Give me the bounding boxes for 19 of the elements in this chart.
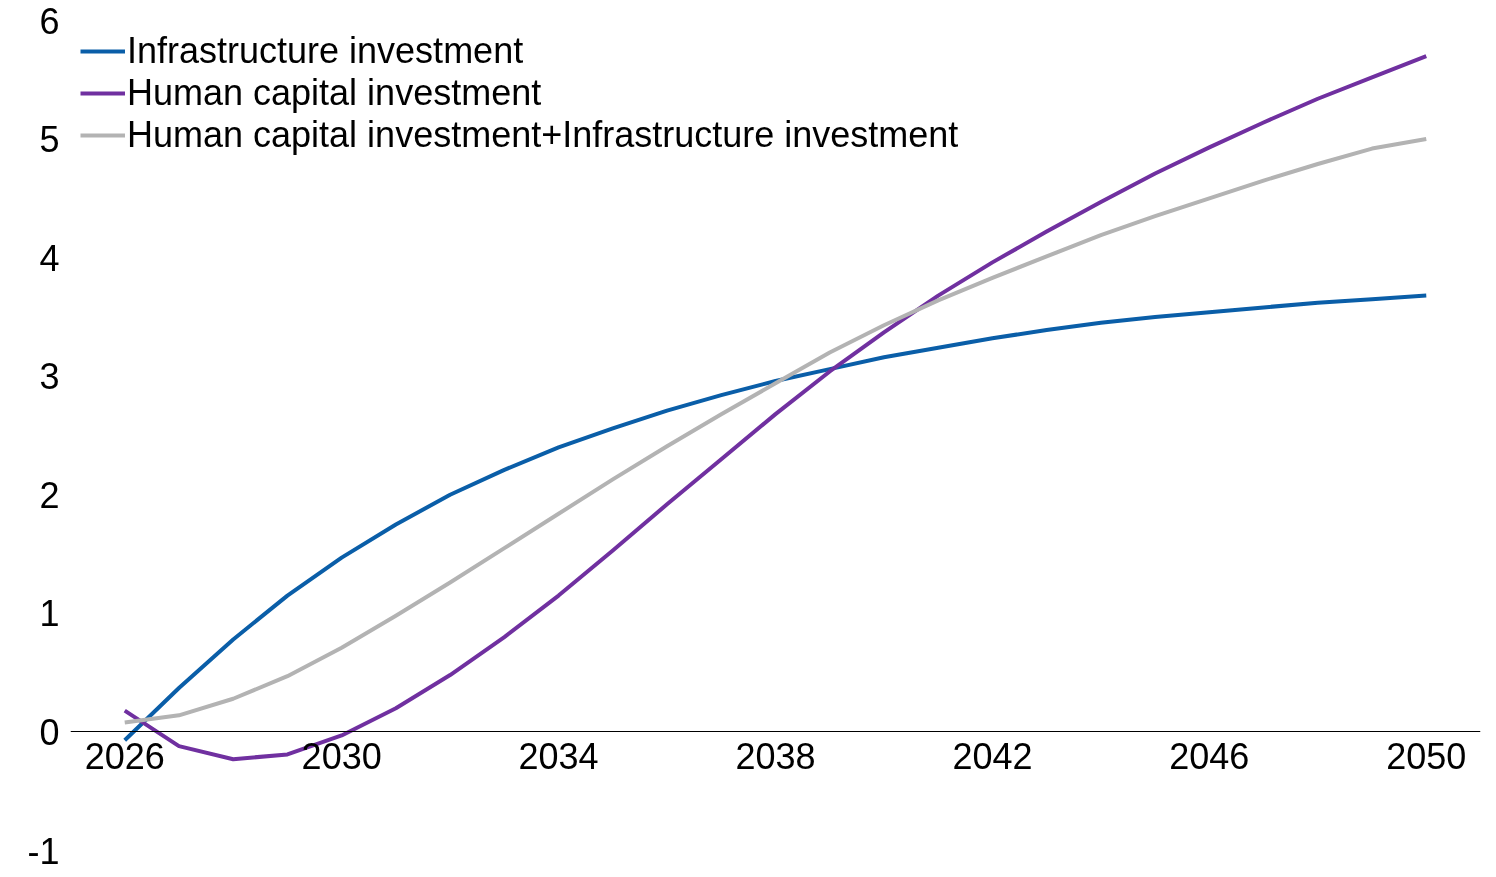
legend-label: Human capital investment <box>127 72 542 114</box>
y-tick-label: 6 <box>39 0 60 42</box>
legend-label: Infrastructure investment <box>127 30 524 72</box>
y-tick-label: 3 <box>39 356 60 398</box>
y-tick-label: 2 <box>39 474 60 516</box>
y-tick-label: 4 <box>39 237 60 279</box>
x-tick-label: 2038 <box>735 735 816 777</box>
x-tick-label: 2050 <box>1386 735 1467 777</box>
x-tick-label: 2046 <box>1169 735 1250 777</box>
legend-label: Human capital investment+Infrastructure investment <box>127 114 959 156</box>
y-tick-label: -1 <box>27 830 60 872</box>
x-tick-label: 2030 <box>301 735 382 777</box>
line-series <box>122 293 1429 743</box>
x-tick-label: 2042 <box>952 735 1033 777</box>
x-tick-label: 2026 <box>84 735 165 777</box>
y-tick-label: 5 <box>39 119 60 161</box>
y-tick-label: 0 <box>39 711 60 753</box>
x-tick-label: 2034 <box>518 735 599 777</box>
y-tick-label: 1 <box>39 593 60 635</box>
